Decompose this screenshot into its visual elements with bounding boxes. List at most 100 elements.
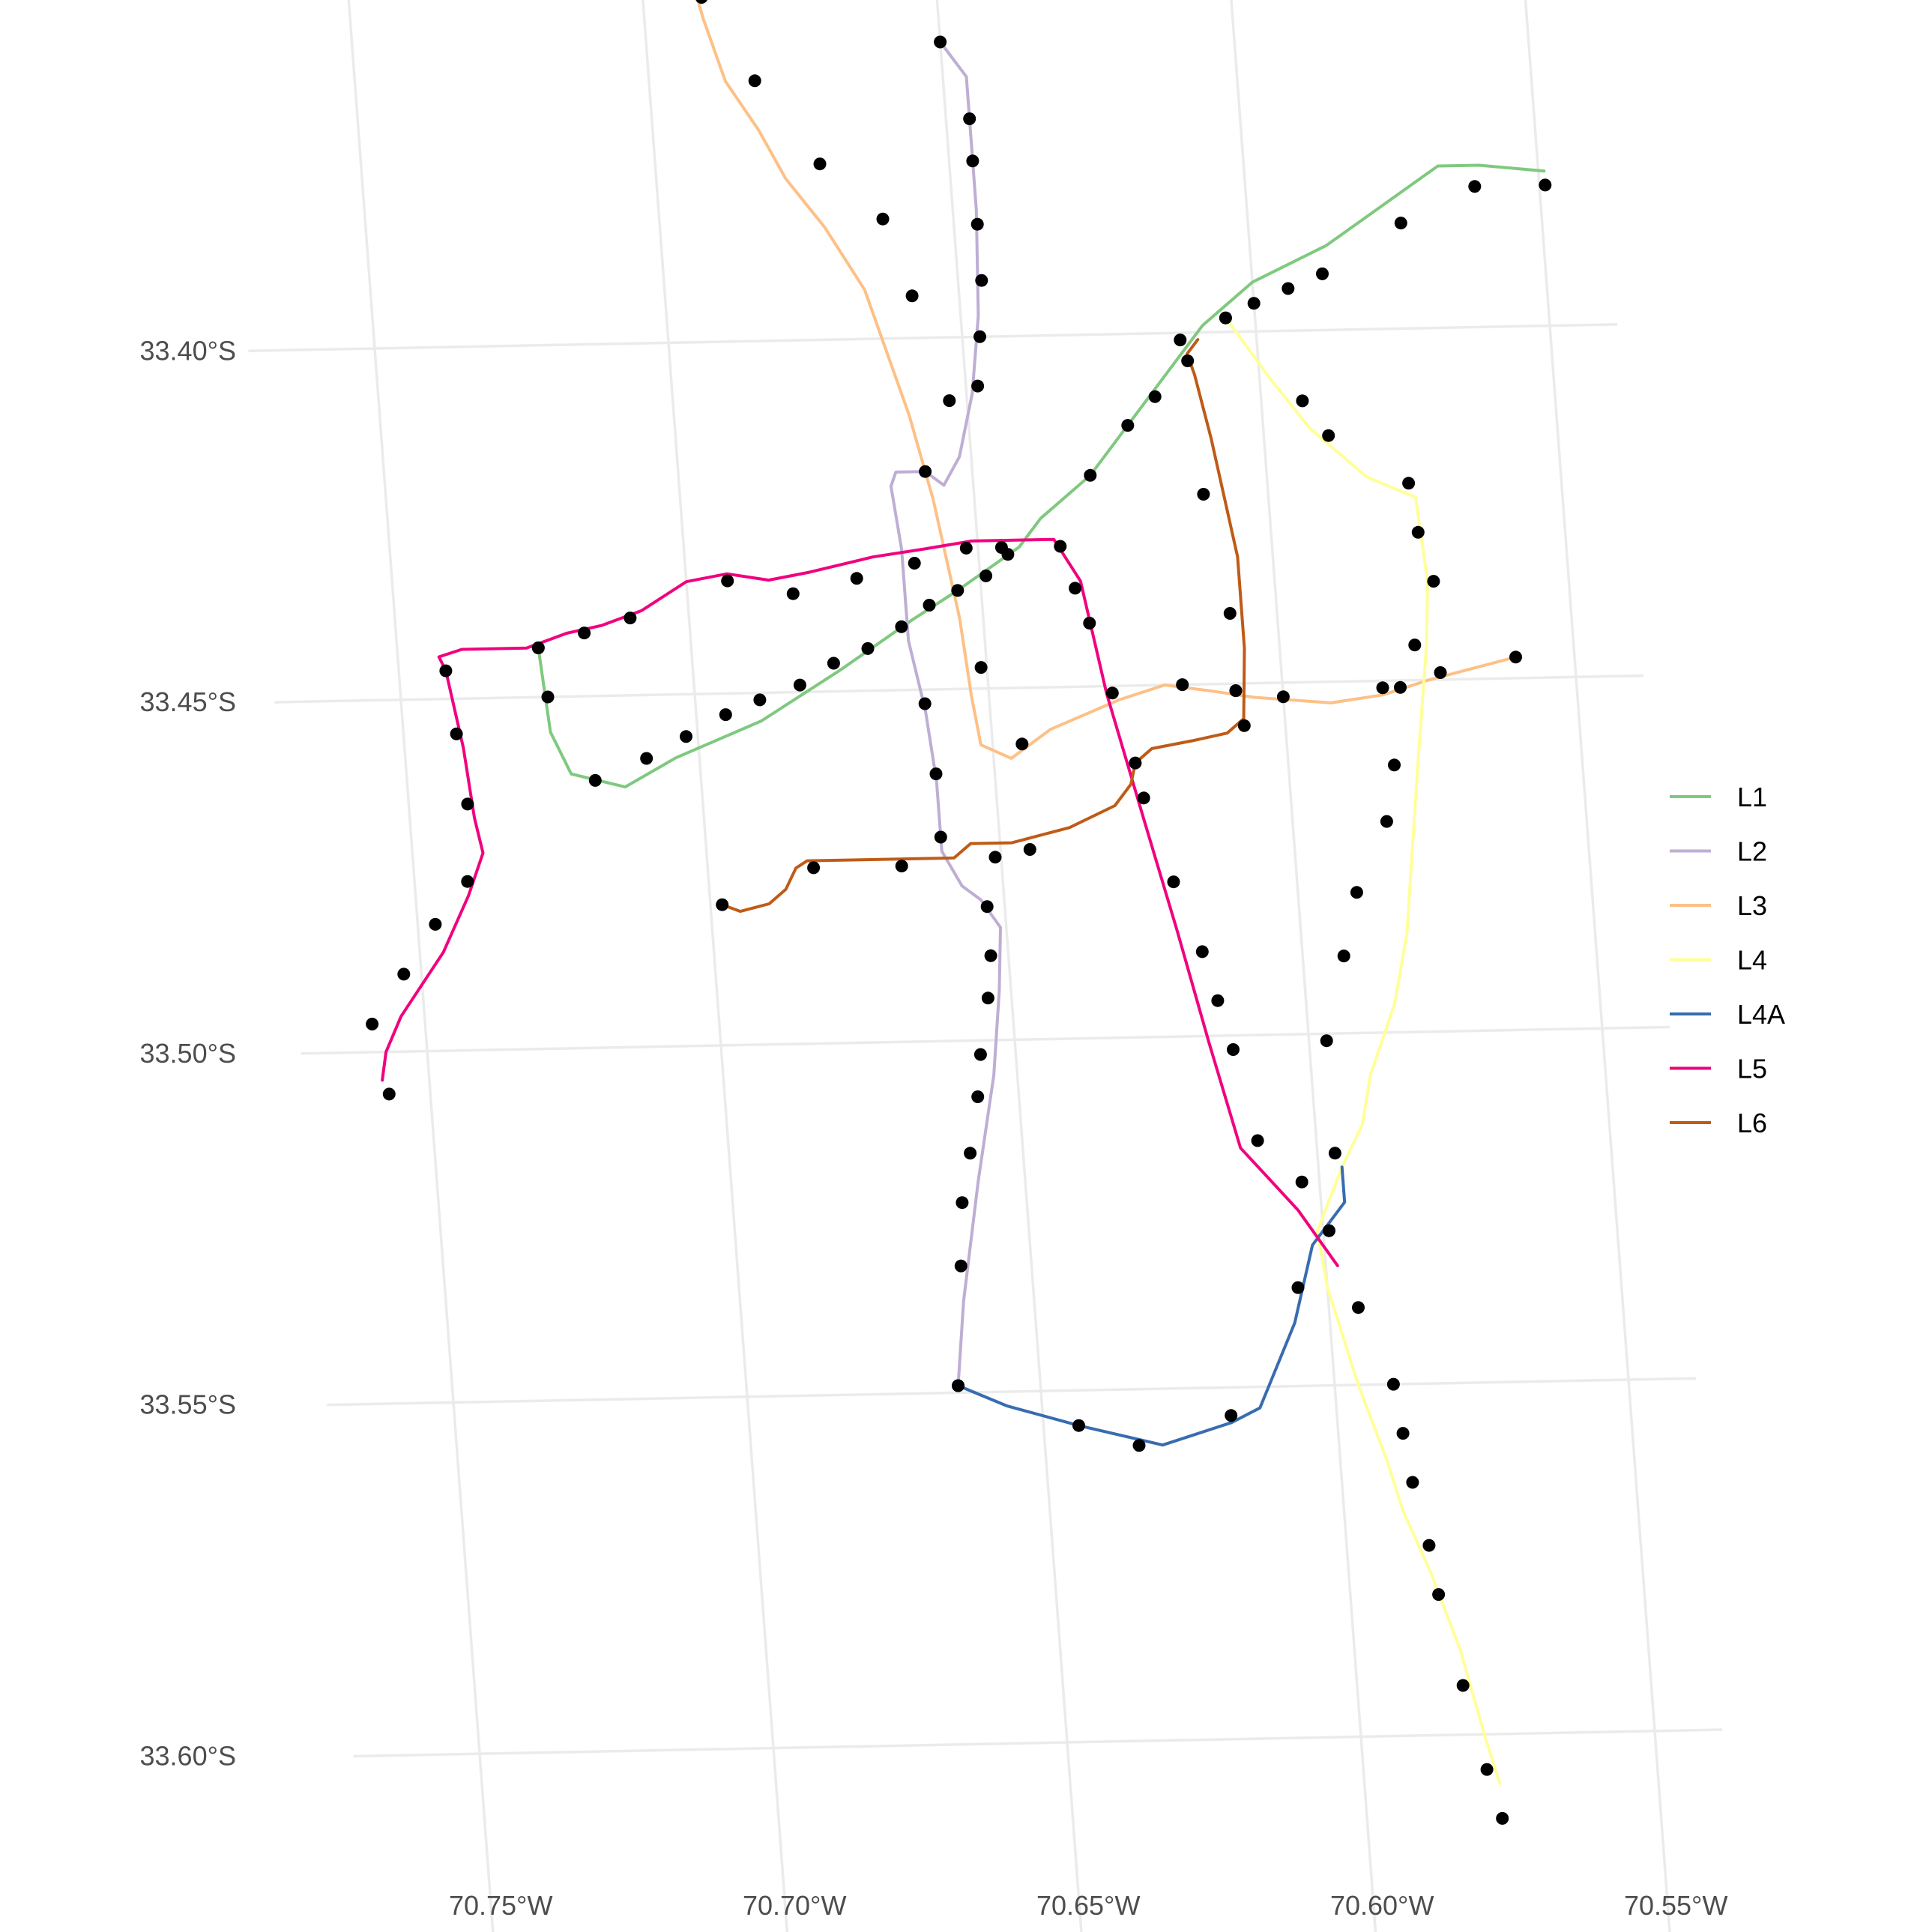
station-l4-19: [1432, 1588, 1446, 1602]
station-l5-8: [531, 642, 545, 654]
y-tick-label: 33.60°S: [140, 1740, 237, 1771]
station-l1-18: [1181, 354, 1195, 367]
station-l3-11: [1276, 690, 1290, 704]
station-l5-9: [578, 627, 591, 640]
station-l4a-4: [1291, 1281, 1305, 1294]
station-l1-7: [793, 678, 806, 692]
station-l1-23: [1394, 217, 1407, 230]
route-l3: [696, 0, 1518, 760]
station-l5-10: [624, 612, 637, 625]
station-l4a-2: [1132, 1439, 1146, 1452]
parallel-4: [353, 1728, 1723, 1758]
station-l4-14: [1352, 1301, 1365, 1314]
station-l5-23: [1195, 945, 1209, 959]
station-l2-5: [973, 330, 986, 343]
station-l6-7: [1229, 684, 1243, 698]
station-l4a-1: [1072, 1419, 1085, 1432]
station-l5-5: [461, 797, 474, 811]
station-l5-19: [1083, 617, 1096, 630]
y-axis-labels: 33.40°S 33.45°S 33.50°S 33.55°S 33.60°S: [140, 335, 237, 1771]
station-l4a-3: [1225, 1409, 1238, 1422]
station-l4-17: [1406, 1476, 1419, 1489]
station-l1-25: [1539, 178, 1552, 192]
station-l5-22: [1167, 875, 1180, 889]
station-l6-2: [895, 860, 908, 873]
legend-label-l3: L3: [1737, 890, 1767, 921]
route-l5: [381, 537, 1339, 1267]
station-l4-8: [1388, 758, 1401, 772]
station-l5-15: [959, 541, 973, 555]
station-l2-17: [956, 1196, 969, 1210]
station-l5-17: [1054, 540, 1067, 553]
station-l1-9: [861, 642, 875, 655]
station-l5-14: [908, 557, 921, 570]
station-l4-7: [1394, 680, 1407, 694]
station-l2-8: [918, 697, 932, 710]
station-l6-3: [988, 851, 1002, 864]
station-l1-12: [951, 584, 965, 597]
station-l1-1: [541, 690, 555, 704]
station-l5-20: [1105, 686, 1119, 700]
station-l4-3: [1402, 477, 1416, 490]
station-l1-20: [1247, 297, 1261, 310]
station-l4-11: [1337, 950, 1350, 963]
station-l1-3: [640, 752, 653, 765]
y-tick-label: 33.40°S: [140, 335, 237, 366]
station-l5-2: [397, 967, 411, 981]
station-l5-21: [1137, 791, 1150, 805]
station-l5-4: [461, 875, 474, 888]
station-l4-2: [1322, 429, 1335, 442]
station-l1-4: [680, 730, 692, 743]
station-l3-2: [748, 74, 761, 88]
station-l5-26: [1251, 1134, 1264, 1147]
station-l6-1: [807, 861, 821, 875]
station-l5-7: [439, 664, 453, 677]
parallel-0: [248, 323, 1618, 353]
metro-lines: [381, 0, 1546, 1785]
station-l5-1: [366, 1018, 379, 1030]
station-l3-3: [813, 157, 827, 171]
station-l5-24: [1211, 994, 1225, 1007]
station-l6-10: [1174, 333, 1187, 347]
x-tick-label: 70.65°W: [1036, 1890, 1140, 1921]
station-l2-6: [971, 379, 985, 393]
station-l4-5: [1427, 575, 1440, 588]
station-l4-12: [1320, 1034, 1333, 1048]
station-l4-6: [1408, 639, 1422, 652]
legend: L1 L2 L3 L4 L4A L5 L6: [1670, 782, 1785, 1138]
station-l3-9: [1176, 678, 1189, 692]
legend-label-l2: L2: [1737, 836, 1767, 867]
station-l6-6: [1237, 719, 1251, 732]
meridian-1: [642, 0, 789, 1932]
station-l4-20: [1456, 1679, 1470, 1692]
legend-label-l4a: L4A: [1737, 999, 1785, 1030]
station-l4-4: [1411, 525, 1425, 539]
station-l1-6: [753, 693, 767, 707]
station-l2-2: [966, 154, 979, 168]
parallel-2: [301, 1025, 1670, 1055]
station-l6-0: [716, 898, 729, 911]
station-l3-4: [876, 212, 890, 226]
station-l4-21: [1480, 1763, 1494, 1776]
station-l1-22: [1316, 267, 1329, 280]
station-l5-13: [850, 572, 863, 585]
x-tick-label: 70.70°W: [743, 1890, 846, 1921]
station-l6-8: [1223, 607, 1237, 620]
station-l4-15: [1386, 1377, 1400, 1391]
station-l5-12: [786, 587, 800, 600]
route-l1: [537, 163, 1546, 789]
meridian-0: [347, 0, 495, 1932]
legend-label-l5: L5: [1737, 1054, 1767, 1084]
station-l3-7: [974, 661, 988, 674]
station-l4-0: [1219, 311, 1232, 324]
station-l3-6: [943, 394, 956, 408]
legend-label-l4: L4: [1737, 945, 1767, 976]
station-l2-4: [975, 274, 988, 287]
station-l2-1: [963, 112, 976, 125]
station-l2-9: [929, 767, 943, 781]
station-l1-17: [1148, 390, 1162, 403]
station-l1-15: [1084, 468, 1097, 482]
station-l4-10: [1350, 886, 1363, 899]
route-l6: [720, 338, 1246, 914]
station-l5-25: [1227, 1043, 1240, 1056]
